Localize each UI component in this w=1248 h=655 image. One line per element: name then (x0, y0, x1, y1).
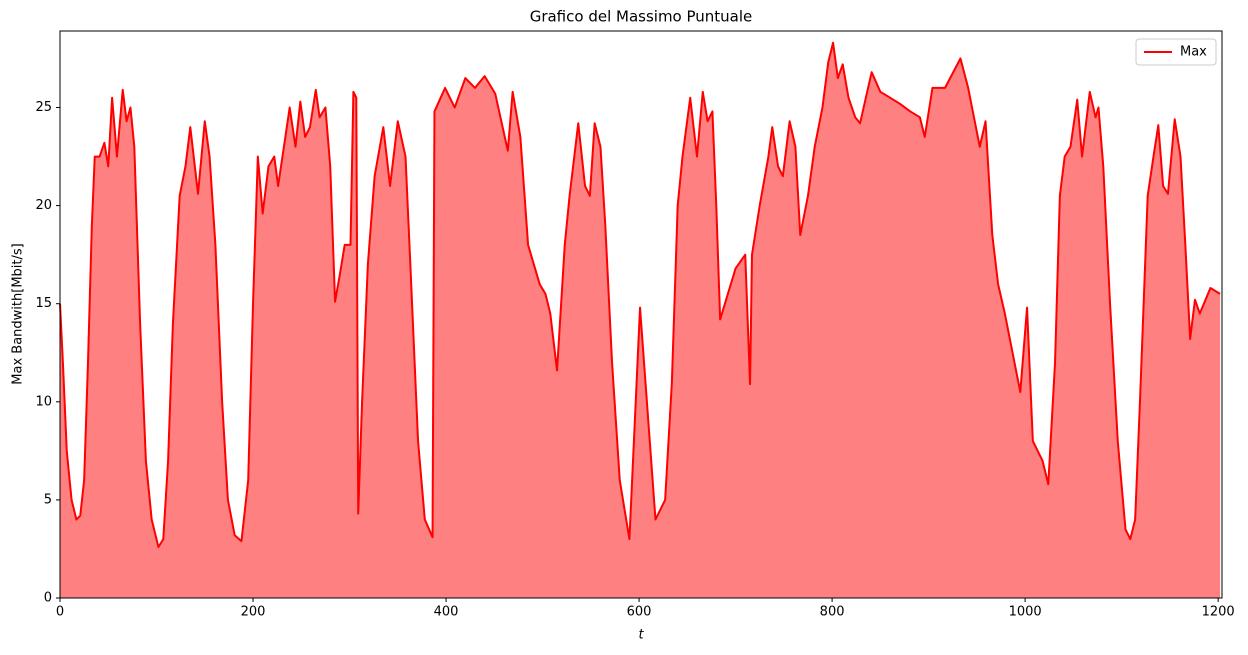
x-tick-label: 0 (56, 605, 64, 620)
x-tick-label: 400 (434, 605, 459, 620)
chart-title: Grafico del Massimo Puntuale (530, 8, 753, 26)
plot-frame (59, 30, 1223, 599)
legend-box (1135, 38, 1217, 66)
x-tick-label: 200 (241, 605, 266, 620)
line (59, 41, 1221, 548)
x-tick-label: 600 (627, 605, 652, 620)
y-tick-label: 25 (35, 100, 52, 115)
legend-label: Max (1180, 45, 1207, 60)
y-tick-label: 15 (35, 296, 52, 311)
y-tick-label: 5 (44, 492, 52, 507)
y-axis-label: Max Bandwith[Mbit/s] (11, 243, 26, 384)
y-tick-label: 0 (44, 591, 52, 606)
x-tick-label: 800 (820, 605, 845, 620)
x-tick-label: 1200 (1202, 605, 1235, 620)
x-axis-label: t (638, 628, 644, 643)
x-tick-label: 1000 (1009, 605, 1042, 620)
y-tick-label: 20 (35, 198, 52, 213)
y-tick-label: 10 (35, 394, 52, 409)
